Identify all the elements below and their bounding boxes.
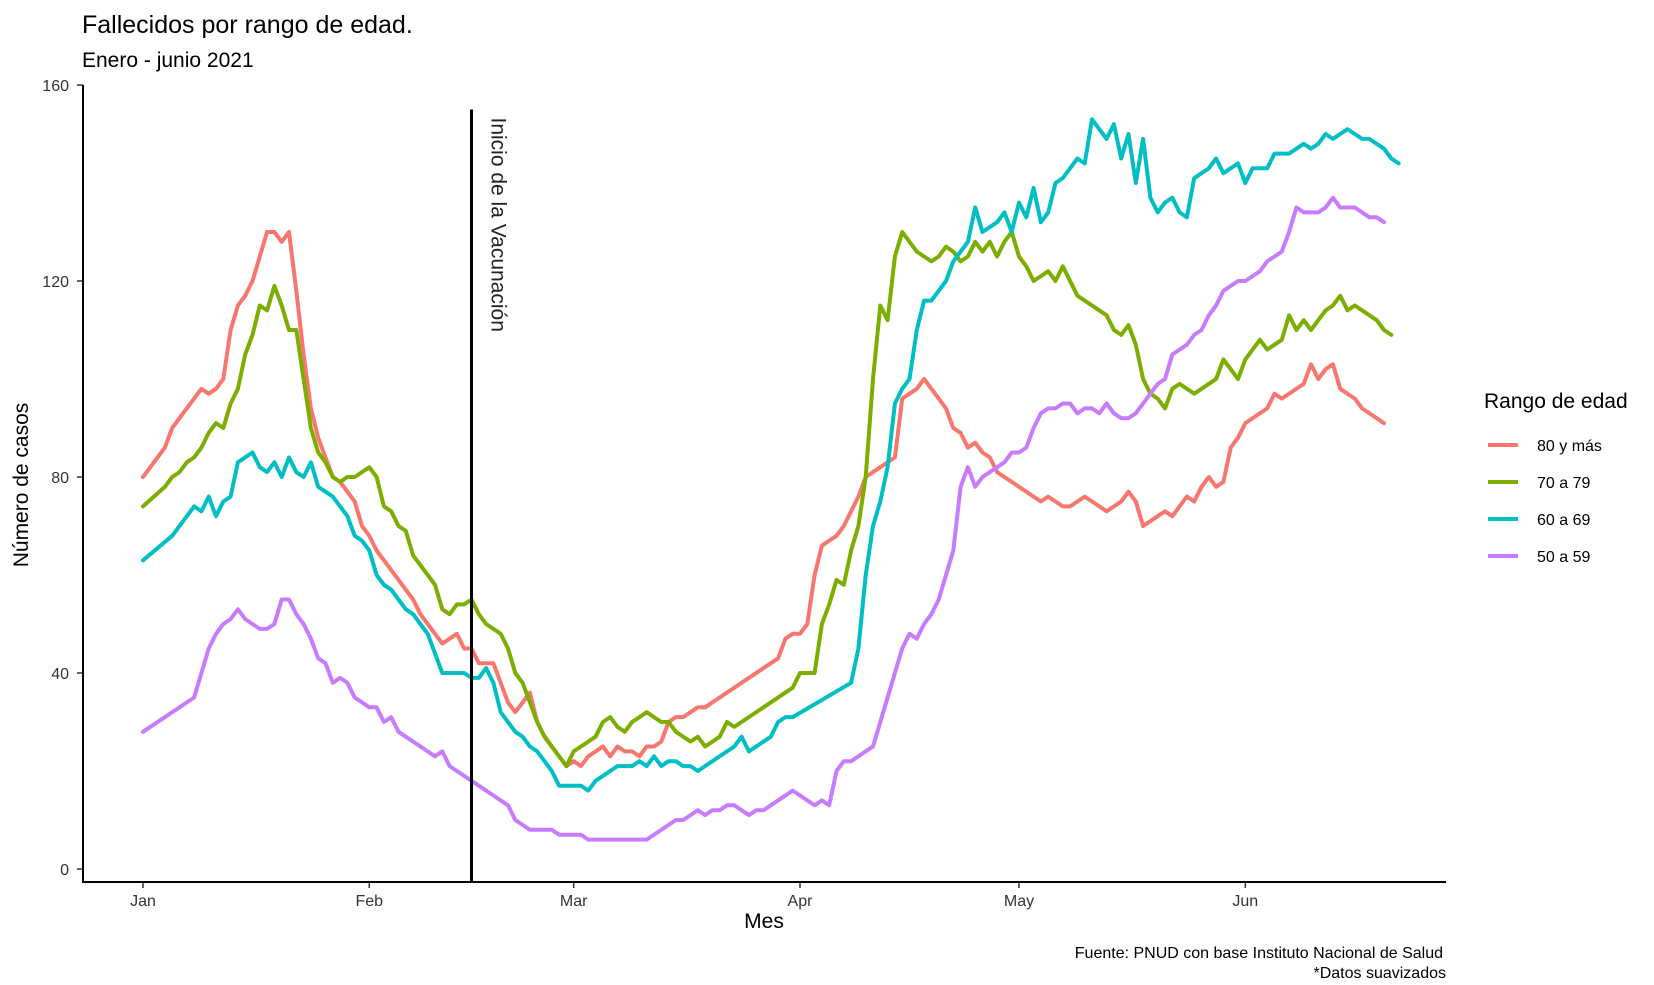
y-tick-label: 40 — [51, 666, 69, 683]
series-line-50-a-59 — [141, 195, 1386, 842]
chart-subtitle: Enero - junio 2021 — [82, 49, 254, 72]
legend-label: 80 y más — [1537, 438, 1602, 455]
x-axis-ticks: Jan Feb Mar Apr May Jun — [130, 882, 1258, 910]
vaccination-start-label: Inicio de la Vacunación — [487, 118, 510, 332]
y-axis-title: Número de casos — [10, 403, 33, 568]
legend-label: 50 a 59 — [1537, 549, 1590, 566]
legend-label: 70 a 79 — [1537, 475, 1590, 492]
x-axis-title: Mes — [744, 910, 784, 933]
x-tick-label: Apr — [788, 893, 814, 910]
x-tick-label: May — [1004, 893, 1034, 910]
legend-title: Rango de edad — [1484, 390, 1628, 413]
vaccination-marker: Inicio de la Vacunación — [470, 109, 510, 882]
y-tick-label: 160 — [42, 78, 69, 95]
legend-label: 60 a 69 — [1537, 512, 1590, 529]
x-tick-label: Feb — [356, 893, 384, 910]
x-tick-label: Jan — [130, 893, 156, 910]
legend: Rango de edad 80 y más 70 a 79 60 a 69 50 a… — [1484, 390, 1628, 566]
y-axis-ticks: 0 40 80 120 160 — [42, 78, 83, 879]
chart-title: Fallecidos por rango de edad. — [82, 11, 413, 39]
legend-items: 80 y más 70 a 79 60 a 69 50 a 59 — [1488, 438, 1602, 566]
x-tick-label: Mar — [560, 893, 588, 910]
y-tick-label: 120 — [42, 274, 69, 291]
series-lines — [141, 117, 1401, 842]
series-line-60-a-69 — [141, 117, 1401, 793]
y-tick-label: 80 — [51, 470, 69, 487]
caption-source: Fuente: PNUD con base Instituto Nacional… — [1075, 945, 1443, 962]
series-line-70-a-79 — [141, 230, 1394, 769]
y-tick-label: 0 — [60, 862, 69, 879]
series-line-80-y-más — [141, 230, 1386, 769]
caption-note: *Datos suavizados — [1313, 965, 1446, 982]
x-tick-label: Jun — [1232, 893, 1258, 910]
